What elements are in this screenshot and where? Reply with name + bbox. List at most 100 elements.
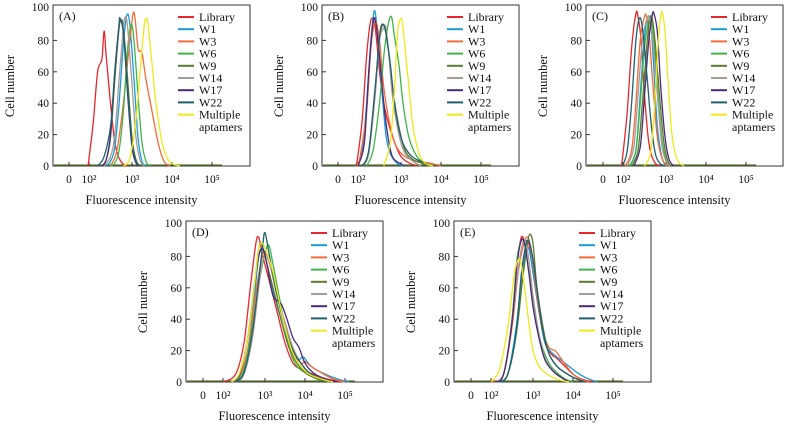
y-tick-label: 80 bbox=[38, 35, 50, 47]
legend-label: W3 bbox=[199, 34, 216, 48]
y-tick-label: 0 bbox=[176, 377, 182, 389]
series-line-w17 bbox=[357, 16, 406, 167]
legend-label: W1 bbox=[199, 22, 216, 36]
series-line-multiple-aptamers bbox=[643, 11, 685, 167]
legend-label: Library bbox=[332, 226, 368, 240]
legend-label: aptamers bbox=[199, 120, 243, 134]
legend-label: Multiple bbox=[732, 108, 773, 122]
legend-label: W17 bbox=[468, 83, 491, 97]
legend-label: W22 bbox=[199, 95, 222, 109]
y-tick-label: 20 bbox=[571, 130, 583, 142]
y-tick-label: 40 bbox=[171, 314, 183, 326]
legend-label: W6 bbox=[468, 47, 485, 61]
x-tick-label: 0 bbox=[200, 390, 206, 402]
plot-frame bbox=[52, 4, 251, 167]
x-tick-label: 0 bbox=[335, 174, 341, 186]
legend-label: Multiple bbox=[468, 108, 509, 122]
x-axis-title: Fluorescence intensity bbox=[354, 193, 467, 207]
chart-panel-a: 0 20 40 60 80 100 0 10² 10³ 10⁴ 10⁵ Fluorescence in… bbox=[3, 2, 251, 207]
legend-label: W17 bbox=[332, 299, 355, 313]
panel-label: (B) bbox=[328, 9, 344, 23]
x-tick-label: 10⁴ bbox=[698, 174, 714, 186]
series-line-multiple-aptamers bbox=[230, 242, 334, 383]
series-line-w17 bbox=[494, 238, 570, 383]
series-line-w1 bbox=[105, 13, 147, 167]
y-tick-label: 100 bbox=[301, 2, 319, 14]
legend-label: aptamers bbox=[468, 120, 512, 134]
legend-label: aptamers bbox=[332, 336, 376, 350]
legend-label: W9 bbox=[600, 275, 617, 289]
y-tick-label: 100 bbox=[165, 218, 183, 230]
series-line-w6 bbox=[366, 15, 434, 167]
x-tick-label: 10³ bbox=[526, 390, 542, 402]
legend-label: W6 bbox=[332, 263, 349, 277]
legend-label: W3 bbox=[332, 250, 349, 264]
legend-label: W3 bbox=[468, 34, 485, 48]
y-axis-title: Cell number bbox=[3, 54, 17, 117]
x-tick-label: 10⁵ bbox=[605, 390, 621, 402]
y-tick-label: 20 bbox=[307, 130, 319, 142]
y-tick-label: 0 bbox=[444, 377, 450, 389]
legend-label: W9 bbox=[332, 275, 349, 289]
legend-label: W14 bbox=[732, 71, 755, 85]
legend-label: Multiple bbox=[600, 324, 641, 338]
plot-frame bbox=[321, 4, 520, 167]
legend-label: Library bbox=[600, 226, 636, 240]
y-tick-label: 60 bbox=[307, 67, 319, 79]
y-axis-title: Cell number bbox=[136, 270, 150, 333]
series-line-w22 bbox=[621, 17, 665, 167]
y-tick-label: 0 bbox=[576, 161, 582, 173]
legend-label: W14 bbox=[199, 71, 222, 85]
legend-label: W22 bbox=[332, 311, 355, 325]
x-tick-label: 10² bbox=[616, 174, 632, 186]
legend-label: W9 bbox=[199, 59, 216, 73]
legend-label: W17 bbox=[600, 299, 623, 313]
x-tick-label: 10² bbox=[216, 390, 232, 402]
x-tick-label: 10⁴ bbox=[297, 390, 313, 402]
legend-label: W22 bbox=[468, 95, 491, 109]
y-tick-label: 20 bbox=[439, 346, 451, 358]
x-tick-label: 0 bbox=[600, 174, 606, 186]
series-line-w14 bbox=[103, 16, 145, 167]
legend-label: W3 bbox=[732, 34, 749, 48]
x-tick-label: 10² bbox=[82, 174, 98, 186]
legend-label: W1 bbox=[468, 22, 485, 36]
legend-label: Library bbox=[468, 10, 504, 24]
x-axis-title: Fluorescence intensity bbox=[218, 409, 331, 423]
x-tick-label: 10² bbox=[351, 174, 367, 186]
x-tick-label: 10³ bbox=[125, 174, 141, 186]
series-line-w3 bbox=[624, 13, 669, 167]
y-tick-label: 40 bbox=[307, 98, 319, 110]
x-tick-label: 10⁵ bbox=[738, 174, 754, 186]
x-tick-label: 10³ bbox=[258, 390, 274, 402]
y-tick-label: 0 bbox=[43, 161, 49, 173]
y-tick-label: 80 bbox=[307, 35, 319, 47]
legend-label: W6 bbox=[600, 263, 617, 277]
x-tick-label: 10⁴ bbox=[565, 390, 581, 402]
legend-label: Library bbox=[732, 10, 768, 24]
x-tick-label: 10⁵ bbox=[337, 390, 353, 402]
y-axis-title: Cell number bbox=[404, 270, 418, 333]
x-tick-label: 10² bbox=[484, 390, 500, 402]
x-axis-title: Fluorescence intensity bbox=[486, 409, 599, 423]
series-line-library bbox=[620, 10, 660, 167]
legend-label: Multiple bbox=[332, 324, 373, 338]
panel-label: (D) bbox=[192, 225, 209, 239]
legend-label: W14 bbox=[332, 287, 355, 301]
y-tick-label: 60 bbox=[571, 67, 583, 79]
y-tick-label: 20 bbox=[171, 346, 183, 358]
series-line-w22 bbox=[97, 16, 141, 167]
panel-label: (A) bbox=[59, 9, 76, 23]
x-tick-label: 0 bbox=[468, 390, 474, 402]
panel-label: (C) bbox=[592, 9, 608, 23]
y-tick-label: 100 bbox=[32, 2, 50, 14]
legend-label: W1 bbox=[732, 22, 749, 36]
chart-panel-b: 0 20 40 60 80 100 0 10² 10³ 10⁴ 10⁵ Fluorescence in… bbox=[272, 2, 520, 207]
y-tick-label: 20 bbox=[38, 130, 50, 142]
y-tick-label: 80 bbox=[171, 251, 183, 263]
y-tick-label: 40 bbox=[571, 98, 583, 110]
series-line-w14 bbox=[626, 15, 671, 167]
x-tick-label: 10⁵ bbox=[204, 174, 220, 186]
plot-frame bbox=[585, 4, 784, 167]
